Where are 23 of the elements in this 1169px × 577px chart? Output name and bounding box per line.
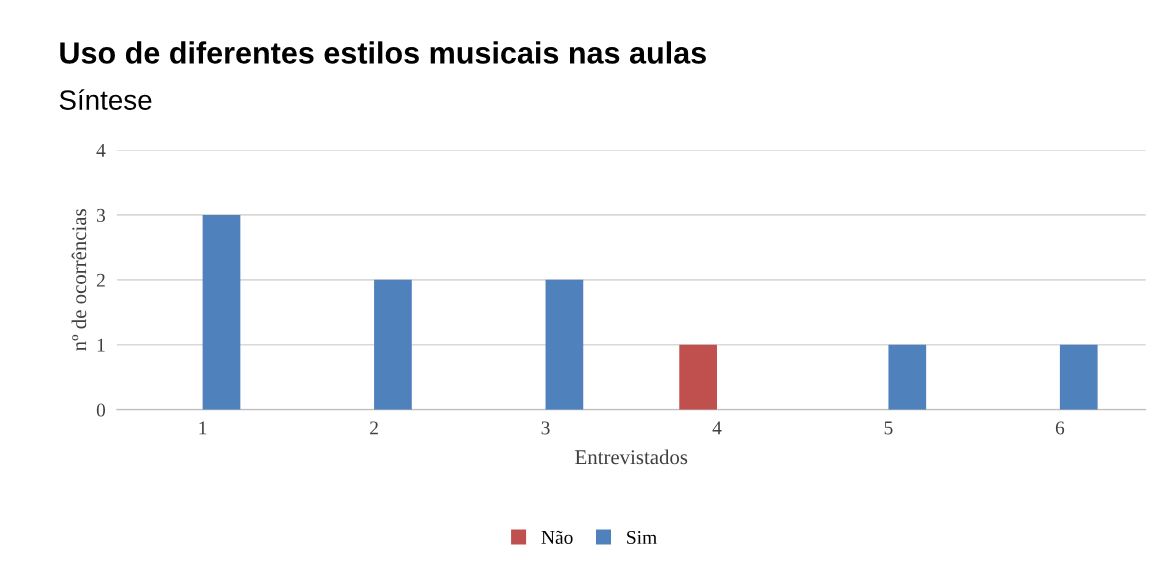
legend-label: Sim [627, 530, 657, 545]
bar [1059, 344, 1098, 410]
x-axis-title: Entrevistados [575, 449, 688, 465]
bar [679, 344, 717, 410]
chart-title: Uso de diferentes estilos musicais nas aulas [60, 41, 706, 64]
legend-label: Não [541, 530, 573, 545]
bar [545, 279, 584, 410]
bar [202, 214, 241, 410]
x-tick-label: 1 [199, 421, 207, 435]
x-tick-label: 4 [712, 421, 722, 435]
x-tick-label: 2 [370, 421, 378, 435]
y-tick-label: 4 [96, 143, 106, 157]
x-tick-label: 5 [884, 421, 893, 435]
y-tick-label: 1 [97, 338, 105, 352]
chart-subtitle: Síntese [59, 89, 152, 110]
y-tick-label: 2 [96, 273, 105, 287]
y-tick-label: 3 [97, 208, 106, 222]
y-axis-title: nº de ocorrências [71, 209, 87, 351]
x-tick-label: 3 [541, 421, 550, 435]
bar [888, 344, 927, 410]
bar [374, 279, 412, 410]
y-tick-label: 0 [96, 403, 106, 417]
x-tick-label: 6 [1055, 421, 1065, 435]
